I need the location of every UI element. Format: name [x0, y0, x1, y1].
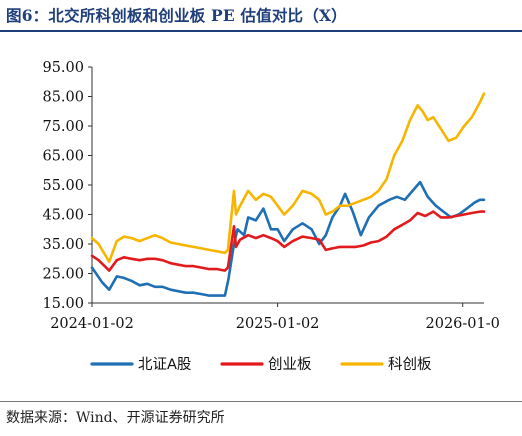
- series-line-3: [90, 92, 486, 263]
- legend: 北证A股 创业板 科创板: [90, 355, 432, 373]
- x-tick-label: 2026-01-0: [426, 316, 500, 332]
- y-tick-label: 25.00: [42, 267, 84, 283]
- legend-label-1: 北证A股: [138, 356, 191, 373]
- data-source-note: 数据来源：Wind、开源证券研究所: [6, 410, 225, 426]
- series-lines: [90, 92, 486, 297]
- y-tick-label: 55.00: [42, 178, 84, 194]
- y-tick-label: 85.00: [42, 90, 84, 106]
- chart-title: 图6：北交所科创板和创业板 PE 估值对比（X）: [6, 6, 347, 25]
- legend-label-3: 科创板: [388, 355, 432, 373]
- y-tick-label: 35.00: [42, 237, 84, 253]
- footer-divider: [0, 401, 522, 402]
- series-line-2: [90, 210, 486, 272]
- axes: 95.00 85.00 75.00 65.00 55.00 45.00 35.00 25.00…: [42, 60, 499, 332]
- series-line-1: [90, 180, 486, 297]
- pe-valuation-line-chart: 95.00 85.00 75.00 65.00 55.00 45.00 35.00 25.00…: [42, 60, 499, 373]
- title-divider: [0, 30, 522, 32]
- y-tick-label: 95.00: [42, 60, 84, 76]
- y-tick-label: 15.00: [42, 296, 84, 312]
- y-tick-label: 65.00: [42, 149, 84, 165]
- x-tick-label: 2025-01-02: [236, 316, 320, 332]
- y-tick-label: 75.00: [42, 119, 84, 135]
- legend-label-2: 创业板: [268, 355, 312, 373]
- y-tick-label: 45.00: [42, 208, 84, 224]
- x-tick-label: 2024-01-02: [50, 316, 134, 332]
